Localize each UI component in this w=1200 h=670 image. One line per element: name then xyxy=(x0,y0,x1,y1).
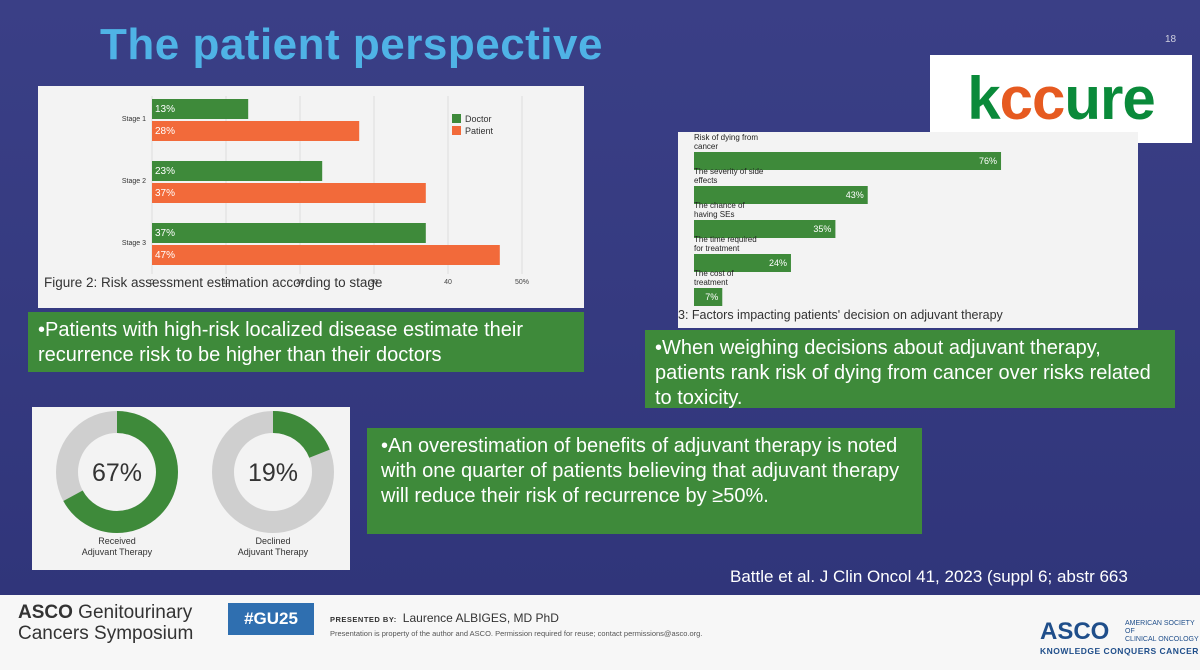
donut-segment xyxy=(212,411,334,533)
callout-left: •Patients with high-risk localized disea… xyxy=(28,312,584,372)
donut-center-label: 19% xyxy=(248,459,298,487)
bar-label: 37% xyxy=(155,228,175,239)
bar-label: 28% xyxy=(155,126,175,137)
callout-bottom: •An overestimation of benefits of adjuva… xyxy=(367,428,922,534)
donut-center-label: 67% xyxy=(92,459,142,487)
bar xyxy=(694,288,723,306)
donut-label-line2: Adjuvant Therapy xyxy=(238,547,309,557)
category-label: Stage 1 xyxy=(122,116,146,123)
bar xyxy=(694,220,836,238)
donut-panel: 67% Received Adjuvant Therapy 19% Declined Ad… xyxy=(32,407,350,570)
donut-segment xyxy=(56,411,178,533)
legend-swatch xyxy=(452,114,461,123)
slide-title: The patient perspective xyxy=(100,20,603,69)
category-label: The severity of side effects xyxy=(694,167,764,185)
kocure-logo-text: kccure xyxy=(967,65,1156,132)
category-label: Stage 2 xyxy=(122,178,146,185)
risk-chart-panel: 0 10 20 30 40 50% Stage 1 13% 28% Stage 2 23% 37% St… xyxy=(38,86,584,308)
bar-label: 23% xyxy=(155,166,175,177)
legend-label: Patient xyxy=(465,126,494,136)
donut-label-line1: Received xyxy=(98,536,136,546)
bar-label: 43% xyxy=(846,190,864,200)
symposium-line2: Cancers Symposium xyxy=(18,623,194,644)
symposium-line1: ASCO Genitourinary xyxy=(18,602,193,623)
category-label: Risk of dying from cancer xyxy=(694,133,758,151)
x-tick-label: 30 xyxy=(370,279,378,286)
citation: Battle et al. J Clin Oncol 41, 2023 (sup… xyxy=(730,567,1128,586)
bar-doctor xyxy=(152,161,323,181)
bar-doctor xyxy=(152,99,249,119)
x-tick-label: 20 xyxy=(296,279,304,286)
kocure-logo: kccure xyxy=(930,55,1192,143)
hashtag-badge: #GU25 xyxy=(228,603,314,635)
risk-chart-caption: Figure 2: Risk assessment estimation acc… xyxy=(44,275,383,290)
bar-patient xyxy=(152,121,360,141)
risk-chart: 0 10 20 30 40 50% Stage 1 13% 28% Stage 2 23% 37% St… xyxy=(122,96,529,286)
legend-swatch xyxy=(452,126,461,135)
disclaimer: Presentation is property of the author a… xyxy=(330,629,703,638)
donut-label-line1: Declined xyxy=(255,536,290,546)
bar xyxy=(694,152,1002,170)
donut-label-line2: Adjuvant Therapy xyxy=(82,547,153,557)
bar-label: 35% xyxy=(813,224,831,234)
category-label: Stage 3 xyxy=(122,240,146,247)
bar-patient xyxy=(152,245,500,265)
bar-doctor xyxy=(152,223,426,243)
x-tick-label: 50% xyxy=(515,279,529,286)
x-tick-label: 0 xyxy=(150,279,154,286)
x-tick-label: 40 xyxy=(444,279,452,286)
symposium-logo: ASCO Genitourinary Cancers Symposium xyxy=(18,602,193,644)
bar-label: 47% xyxy=(155,250,175,261)
bar-label: 24% xyxy=(769,258,787,268)
slide-number: 18 xyxy=(1165,34,1177,45)
bar-label: 13% xyxy=(155,104,175,115)
bar-label: 76% xyxy=(979,156,997,166)
factors-chart: Risk of dying from cancer 76% The severity … xyxy=(694,133,1002,306)
footer xyxy=(0,595,1200,670)
legend-label: Doctor xyxy=(465,114,492,124)
x-tick-label: 10 xyxy=(222,279,230,286)
bar xyxy=(694,186,868,204)
presented-by: PRESENTED BY: Laurence ALBIGES, MD PhD xyxy=(330,611,559,625)
presented-label: PRESENTED BY: xyxy=(330,615,397,624)
factors-chart-caption: 3: Factors impacting patients' decision … xyxy=(678,308,1003,322)
slide: The patient perspective 18 0 10 20 30 40 50% S… xyxy=(0,0,1200,595)
asco-tagline: KNOWLEDGE CONQUERS CANCER xyxy=(1040,646,1199,656)
category-label: The cost of treatment xyxy=(694,269,734,287)
factors-chart-panel: Risk of dying from cancer 76% The severity … xyxy=(678,132,1138,328)
bar xyxy=(694,254,791,272)
category-label: The chance of having SEs xyxy=(694,201,745,219)
category-label: The time required for treatment xyxy=(694,235,757,253)
callout-right: •When weighing decisions about adjuvant … xyxy=(645,330,1175,409)
bar-label: 7% xyxy=(705,292,718,302)
presenter-name: Laurence ALBIGES, MD PhD xyxy=(402,611,559,625)
asco-logo: ASCO xyxy=(1040,618,1110,645)
bar-patient xyxy=(152,183,426,203)
asco-subtitle: AMERICAN SOCIETY OF CLINICAL ONCOLOGY xyxy=(1125,620,1199,643)
bar-label: 37% xyxy=(155,188,175,199)
